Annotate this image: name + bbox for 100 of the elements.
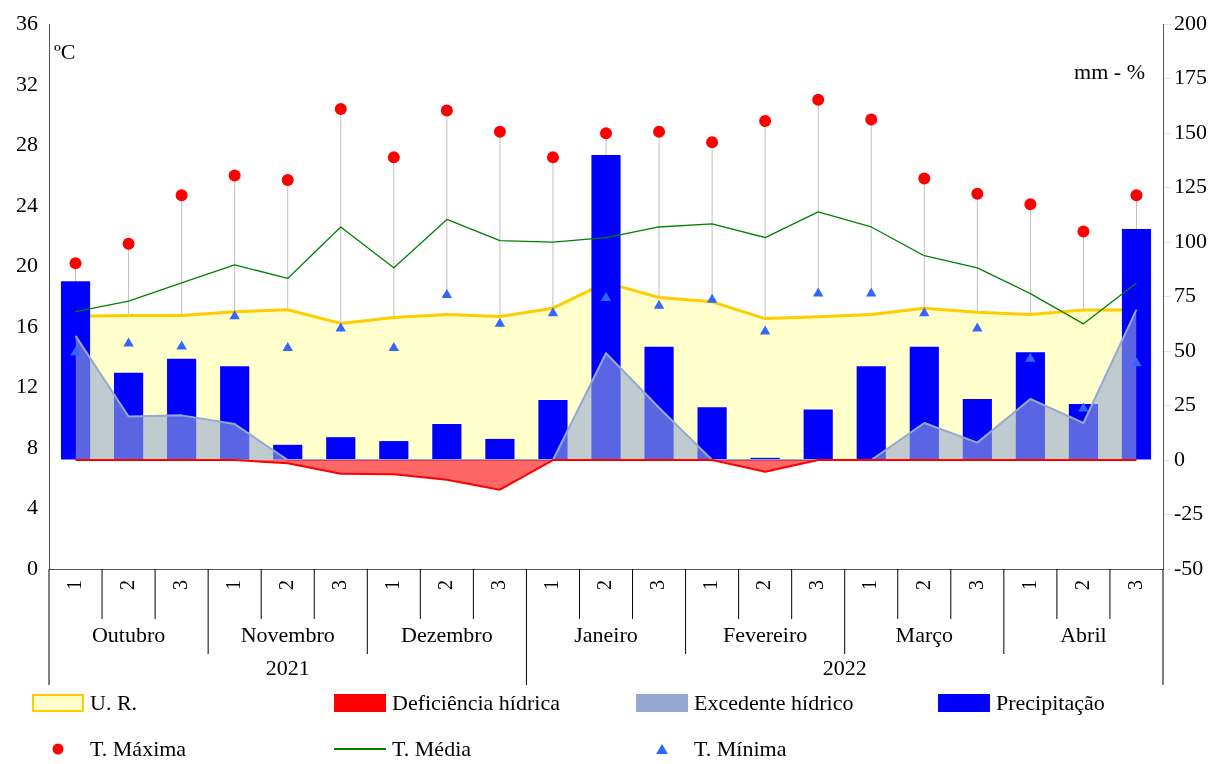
x-tick-label: 1 <box>540 580 563 590</box>
point <box>441 289 453 299</box>
bar <box>379 441 409 460</box>
y2-tick-label: -50 <box>1174 554 1204 580</box>
point <box>918 172 931 185</box>
y2-tick-label: 150 <box>1174 118 1207 144</box>
point <box>546 151 559 164</box>
y2-axis-title: mm - % <box>1074 58 1145 84</box>
bar <box>1121 229 1152 460</box>
point <box>600 292 612 302</box>
x-tick-label: 2 <box>752 580 775 590</box>
y-axis-title: ºC <box>54 38 76 64</box>
x-tick-label: 1 <box>221 580 244 590</box>
bar <box>1015 352 1045 460</box>
y-tick-label: 12 <box>16 373 38 399</box>
x-tick-label: 2 <box>115 580 138 590</box>
point <box>388 342 400 352</box>
y2-tick-label: 75 <box>1174 282 1196 308</box>
point <box>69 257 82 270</box>
point <box>600 127 612 140</box>
bar <box>113 372 144 460</box>
point <box>175 189 188 202</box>
text: Março <box>895 622 953 648</box>
x-tick-label: 3 <box>168 580 191 590</box>
bar <box>591 154 621 460</box>
legend-label: T. Média <box>392 736 472 762</box>
bar <box>220 366 250 460</box>
point <box>122 237 135 250</box>
bar <box>644 346 674 460</box>
bar <box>697 407 727 460</box>
point <box>387 151 400 164</box>
point <box>1131 357 1142 367</box>
x-tick-label: 3 <box>487 580 510 590</box>
x-tick-label: 2 <box>434 580 457 590</box>
y2-tick-label: 50 <box>1174 336 1196 362</box>
x-tick-label: 1 <box>699 580 722 590</box>
legend-label: Precipitação <box>996 690 1105 716</box>
text: Outubro <box>91 622 166 648</box>
bar <box>167 358 197 460</box>
bar <box>485 438 515 460</box>
point <box>440 104 453 117</box>
x-tick-label: 3 <box>328 580 351 590</box>
point <box>282 342 293 352</box>
y2-tick-label: 25 <box>1174 391 1196 417</box>
bar <box>803 409 833 460</box>
point <box>229 310 240 320</box>
y-tick-label: 4 <box>27 494 38 520</box>
point <box>494 317 506 327</box>
y-tick-label: 16 <box>16 312 38 338</box>
x-tick-label: 1 <box>62 580 85 590</box>
y2-tick-label: 100 <box>1174 227 1207 253</box>
x-tick-label: 3 <box>964 580 987 590</box>
text: 2021 <box>265 655 310 681</box>
legend-label: Excedente hídrico <box>694 690 854 716</box>
point <box>919 307 930 317</box>
x-tick-label: 2 <box>911 580 934 590</box>
point <box>176 340 187 350</box>
text: Janeiro <box>574 622 638 648</box>
point <box>334 102 347 115</box>
point <box>706 293 718 303</box>
legend-label: T. Máxima <box>90 736 187 762</box>
legend-label: T. Mínima <box>694 736 787 762</box>
y-tick-label: 36 <box>16 9 38 35</box>
bar <box>1068 404 1099 460</box>
point <box>281 174 294 187</box>
y-tick-label: 8 <box>27 433 38 459</box>
y-tick-label: 0 <box>27 554 38 580</box>
point <box>653 299 665 309</box>
point <box>865 113 878 126</box>
x-tick-label: 1 <box>1017 580 1040 590</box>
text: Fevereiro <box>722 622 808 648</box>
point <box>70 346 81 356</box>
point <box>971 187 984 200</box>
y2-tick-label: 125 <box>1174 173 1207 199</box>
x-tick-label: 1 <box>858 580 881 590</box>
point <box>547 307 559 317</box>
y-tick-label: 24 <box>16 191 38 217</box>
bar <box>538 399 568 460</box>
x-tick-label: 2 <box>593 580 616 590</box>
point <box>1078 402 1089 412</box>
y-tick-label: 32 <box>16 70 38 96</box>
x-tick-label: 3 <box>1123 580 1146 590</box>
x-tick-label: 3 <box>805 580 828 590</box>
text: Dezembro <box>401 622 493 648</box>
point <box>1130 189 1143 202</box>
point <box>123 337 134 347</box>
y-tick-label: 28 <box>16 131 38 157</box>
legend-label: U. R. <box>90 690 138 716</box>
bar <box>432 424 462 460</box>
x-tick-label: 2 <box>274 580 297 590</box>
point <box>812 287 824 297</box>
point <box>812 93 825 106</box>
point <box>1025 352 1036 362</box>
x-tick-label: 2 <box>1070 580 1093 590</box>
bar <box>326 437 356 460</box>
y2-tick-label: 175 <box>1174 64 1207 90</box>
bar <box>909 346 939 460</box>
text: Abril <box>1060 622 1107 648</box>
y2-tick-label: -25 <box>1174 500 1204 526</box>
text: 2022 <box>822 655 867 681</box>
